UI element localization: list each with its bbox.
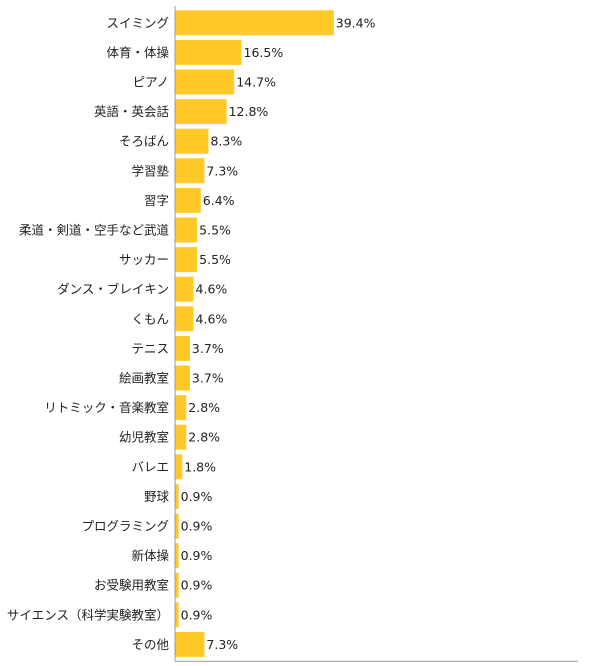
value-label: 39.4%	[336, 15, 376, 30]
bar-10	[175, 276, 194, 302]
category-label: 英語・英会話	[94, 104, 169, 119]
value-label: 7.3%	[206, 163, 238, 178]
value-label: 3.7%	[192, 371, 224, 386]
bar-12	[175, 335, 190, 361]
value-label: 12.8%	[229, 104, 269, 119]
value-label: 2.8%	[188, 430, 220, 445]
category-label: バレエ	[131, 459, 169, 474]
category-label: そろばん	[119, 134, 169, 149]
value-label: 0.9%	[181, 489, 213, 504]
bar-20	[175, 572, 179, 598]
value-label: 6.4%	[203, 193, 235, 208]
bar-15	[175, 424, 187, 450]
value-label: 7.3%	[206, 637, 238, 652]
bar-14	[175, 395, 187, 421]
category-label: 体育・体操	[106, 45, 169, 60]
value-label: 0.9%	[181, 548, 213, 563]
value-label: 8.3%	[210, 134, 242, 149]
value-label: 0.9%	[181, 578, 213, 593]
axes-group	[174, 6, 578, 662]
bar-6	[175, 158, 205, 184]
category-label: サイエンス（科学実験教室）	[7, 607, 169, 622]
value-label: 4.6%	[196, 282, 228, 297]
value-label: 1.8%	[184, 459, 216, 474]
category-label: スイミング	[106, 15, 169, 30]
category-label: ダンス・ブレイキン	[57, 282, 169, 297]
category-label: その他	[131, 637, 169, 652]
category-label: 絵画教室	[119, 371, 169, 386]
bar-19	[175, 543, 179, 569]
bar-11	[175, 306, 194, 332]
bar-3	[175, 69, 235, 95]
bar-22	[175, 631, 205, 657]
bar-4	[175, 99, 227, 125]
category-label: サッカー	[119, 252, 169, 267]
bar-18	[175, 513, 179, 539]
value-label: 16.5%	[244, 45, 284, 60]
bar-21	[175, 602, 179, 628]
category-label: 野球	[144, 489, 170, 504]
category-label: 習字	[144, 193, 169, 208]
bar-5	[175, 128, 209, 154]
category-label: プログラミング	[81, 519, 169, 534]
value-label: 0.9%	[181, 519, 213, 534]
category-label: 柔道・剣道・空手など武道	[19, 223, 170, 238]
value-label: 5.5%	[199, 252, 231, 267]
category-label: 学習塾	[131, 163, 169, 178]
category-label: 新体操	[131, 548, 169, 563]
category-label: くもん	[131, 311, 169, 326]
bar-13	[175, 365, 190, 391]
bar-2	[175, 39, 242, 65]
bar-17	[175, 483, 179, 509]
bar-1	[175, 10, 334, 36]
category-labels-group: スイミング体育・体操ピアノ英語・英会話そろばん学習塾習字柔道・剣道・空手など武道…	[7, 15, 170, 652]
value-label: 5.5%	[199, 223, 231, 238]
bar-7	[175, 187, 201, 213]
value-label: 0.9%	[181, 607, 213, 622]
value-labels-group: 39.4% 16.5% 14.7% 12.8% 8.3% 7.3% 6.4% 5.5% 5.5%…	[181, 15, 376, 652]
category-label: テニス	[131, 341, 169, 356]
category-label: お受験用教室	[94, 578, 169, 593]
value-label: 4.6%	[196, 311, 228, 326]
bars-group	[175, 10, 334, 657]
category-label: 幼児教室	[119, 430, 169, 445]
bar-8	[175, 217, 198, 243]
value-label: 14.7%	[236, 75, 276, 90]
category-label: リトミック・音楽教室	[44, 400, 169, 415]
value-label: 3.7%	[192, 341, 224, 356]
bar-16	[175, 454, 183, 480]
value-label: 2.8%	[188, 400, 220, 415]
category-label: ピアノ	[133, 75, 169, 90]
bar-9	[175, 247, 198, 273]
